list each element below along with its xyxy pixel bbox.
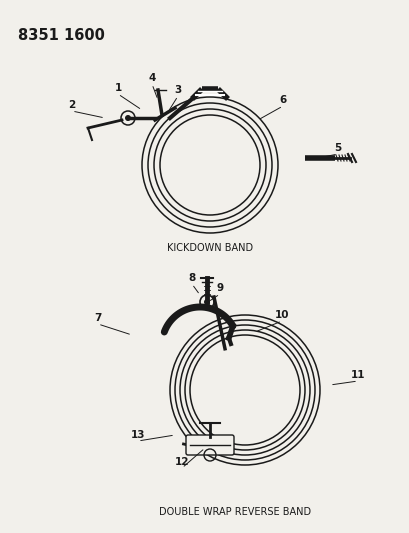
Text: 13: 13 <box>130 430 145 440</box>
Text: 4: 4 <box>148 73 155 83</box>
Circle shape <box>125 115 131 121</box>
Text: KICKDOWN BAND: KICKDOWN BAND <box>166 243 252 253</box>
FancyBboxPatch shape <box>186 435 234 455</box>
Text: 8: 8 <box>188 273 195 283</box>
Text: 10: 10 <box>274 310 288 320</box>
Text: 11: 11 <box>350 370 364 380</box>
Text: 6: 6 <box>279 95 286 105</box>
Text: 9: 9 <box>216 283 223 293</box>
Text: 2: 2 <box>68 100 75 110</box>
Text: 12: 12 <box>174 457 189 467</box>
Circle shape <box>204 299 209 305</box>
Text: 8351 1600: 8351 1600 <box>18 28 105 43</box>
Text: 7: 7 <box>94 313 101 323</box>
Text: DOUBLE WRAP REVERSE BAND: DOUBLE WRAP REVERSE BAND <box>159 507 310 517</box>
Text: 3: 3 <box>174 85 181 95</box>
Text: 5: 5 <box>334 143 341 153</box>
Text: 1: 1 <box>114 83 121 93</box>
